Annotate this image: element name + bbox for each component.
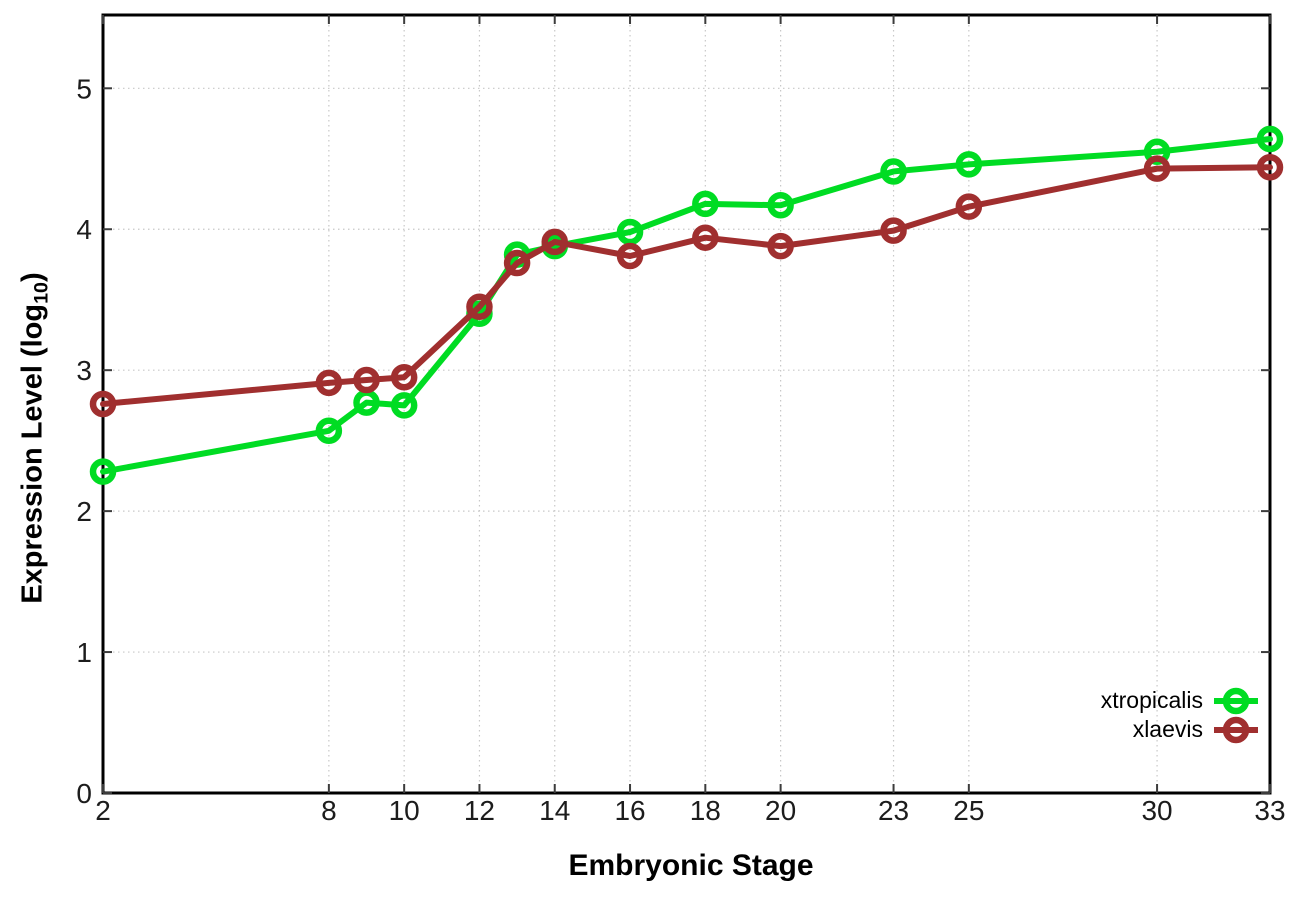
x-tick-label: 18 [690, 795, 721, 826]
legend: xtropicalis xlaevis [1101, 686, 1260, 744]
data-point-xlaevis-stage-33 [1256, 153, 1284, 181]
data-point-xlaevis-stage-2 [89, 390, 117, 418]
x-tick-label: 16 [614, 795, 645, 826]
y-tick-label: 3 [76, 355, 92, 386]
y-axis-title-subscript: 10 [30, 281, 53, 304]
data-point-xlaevis-stage-30 [1143, 155, 1171, 182]
legend-marker-icon [1214, 687, 1258, 714]
x-tick-label: 8 [321, 795, 337, 826]
data-point-xlaevis-stage-23 [880, 217, 907, 244]
x-tick-label: 25 [953, 795, 984, 826]
x-tick-label: 20 [765, 795, 796, 826]
series-line-xlaevis [100, 164, 1273, 407]
data-point-xlaevis-stage-9 [353, 366, 380, 394]
x-tick-label: 33 [1254, 795, 1285, 826]
data-point-xtropicalis-stage-10 [390, 392, 418, 419]
data-point-xlaevis-stage-16 [616, 242, 644, 270]
y-tick-label: 4 [76, 214, 92, 245]
data-point-xtropicalis-stage-16 [616, 218, 644, 246]
series-line-xtropicalis [100, 136, 1273, 475]
legend-label-xlaevis: xlaevis [1132, 716, 1203, 742]
y-axis-title-post: ) [16, 272, 49, 282]
y-tick-label: 5 [76, 73, 92, 104]
data-point-xlaevis-stage-14 [541, 228, 568, 256]
legend-entry-xtropicalis: xtropicalis [1101, 686, 1260, 715]
y-tick-label: 2 [76, 496, 92, 527]
data-point-xtropicalis-stage-23 [880, 158, 907, 185]
x-tick-label: 12 [464, 795, 495, 826]
y-axis-title-pre: Expression Level (log [16, 303, 49, 604]
data-point-xtropicalis-stage-2 [89, 458, 117, 485]
data-point-xlaevis-stage-8 [315, 369, 343, 397]
x-tick-label: 30 [1141, 795, 1172, 826]
data-point-xlaevis-stage-18 [692, 224, 719, 251]
x-tick-label: 23 [878, 795, 909, 826]
x-axis-title: Embryonic Stage [568, 849, 814, 882]
data-point-xlaevis-stage-10 [390, 363, 418, 391]
data-point-xtropicalis-stage-33 [1256, 125, 1284, 153]
x-tick-label: 2 [95, 795, 111, 826]
legend-label-xtropicalis: xtropicalis [1100, 687, 1203, 713]
plot-border [101, 13, 1272, 795]
legend-marker-icon [1214, 716, 1258, 743]
data-point-xtropicalis-stage-8 [315, 417, 343, 445]
y-tick-label: 0 [76, 778, 92, 809]
data-point-xtropicalis-stage-25 [955, 151, 983, 178]
data-point-xlaevis-stage-13 [503, 249, 531, 277]
data-point-xlaevis-stage-12 [466, 293, 493, 320]
x-tick-label: 10 [389, 795, 420, 826]
legend-entry-xlaevis: xlaevis [1133, 715, 1260, 744]
x-tick-label: 14 [539, 795, 570, 826]
y-tick-label: 1 [76, 637, 92, 668]
data-point-xlaevis-stage-25 [955, 193, 983, 220]
y-axis-title: Expression Level (log10) [17, 272, 54, 603]
data-point-xtropicalis-stage-20 [767, 192, 794, 219]
data-point-xlaevis-stage-20 [767, 232, 794, 260]
data-point-xtropicalis-stage-18 [692, 190, 719, 218]
